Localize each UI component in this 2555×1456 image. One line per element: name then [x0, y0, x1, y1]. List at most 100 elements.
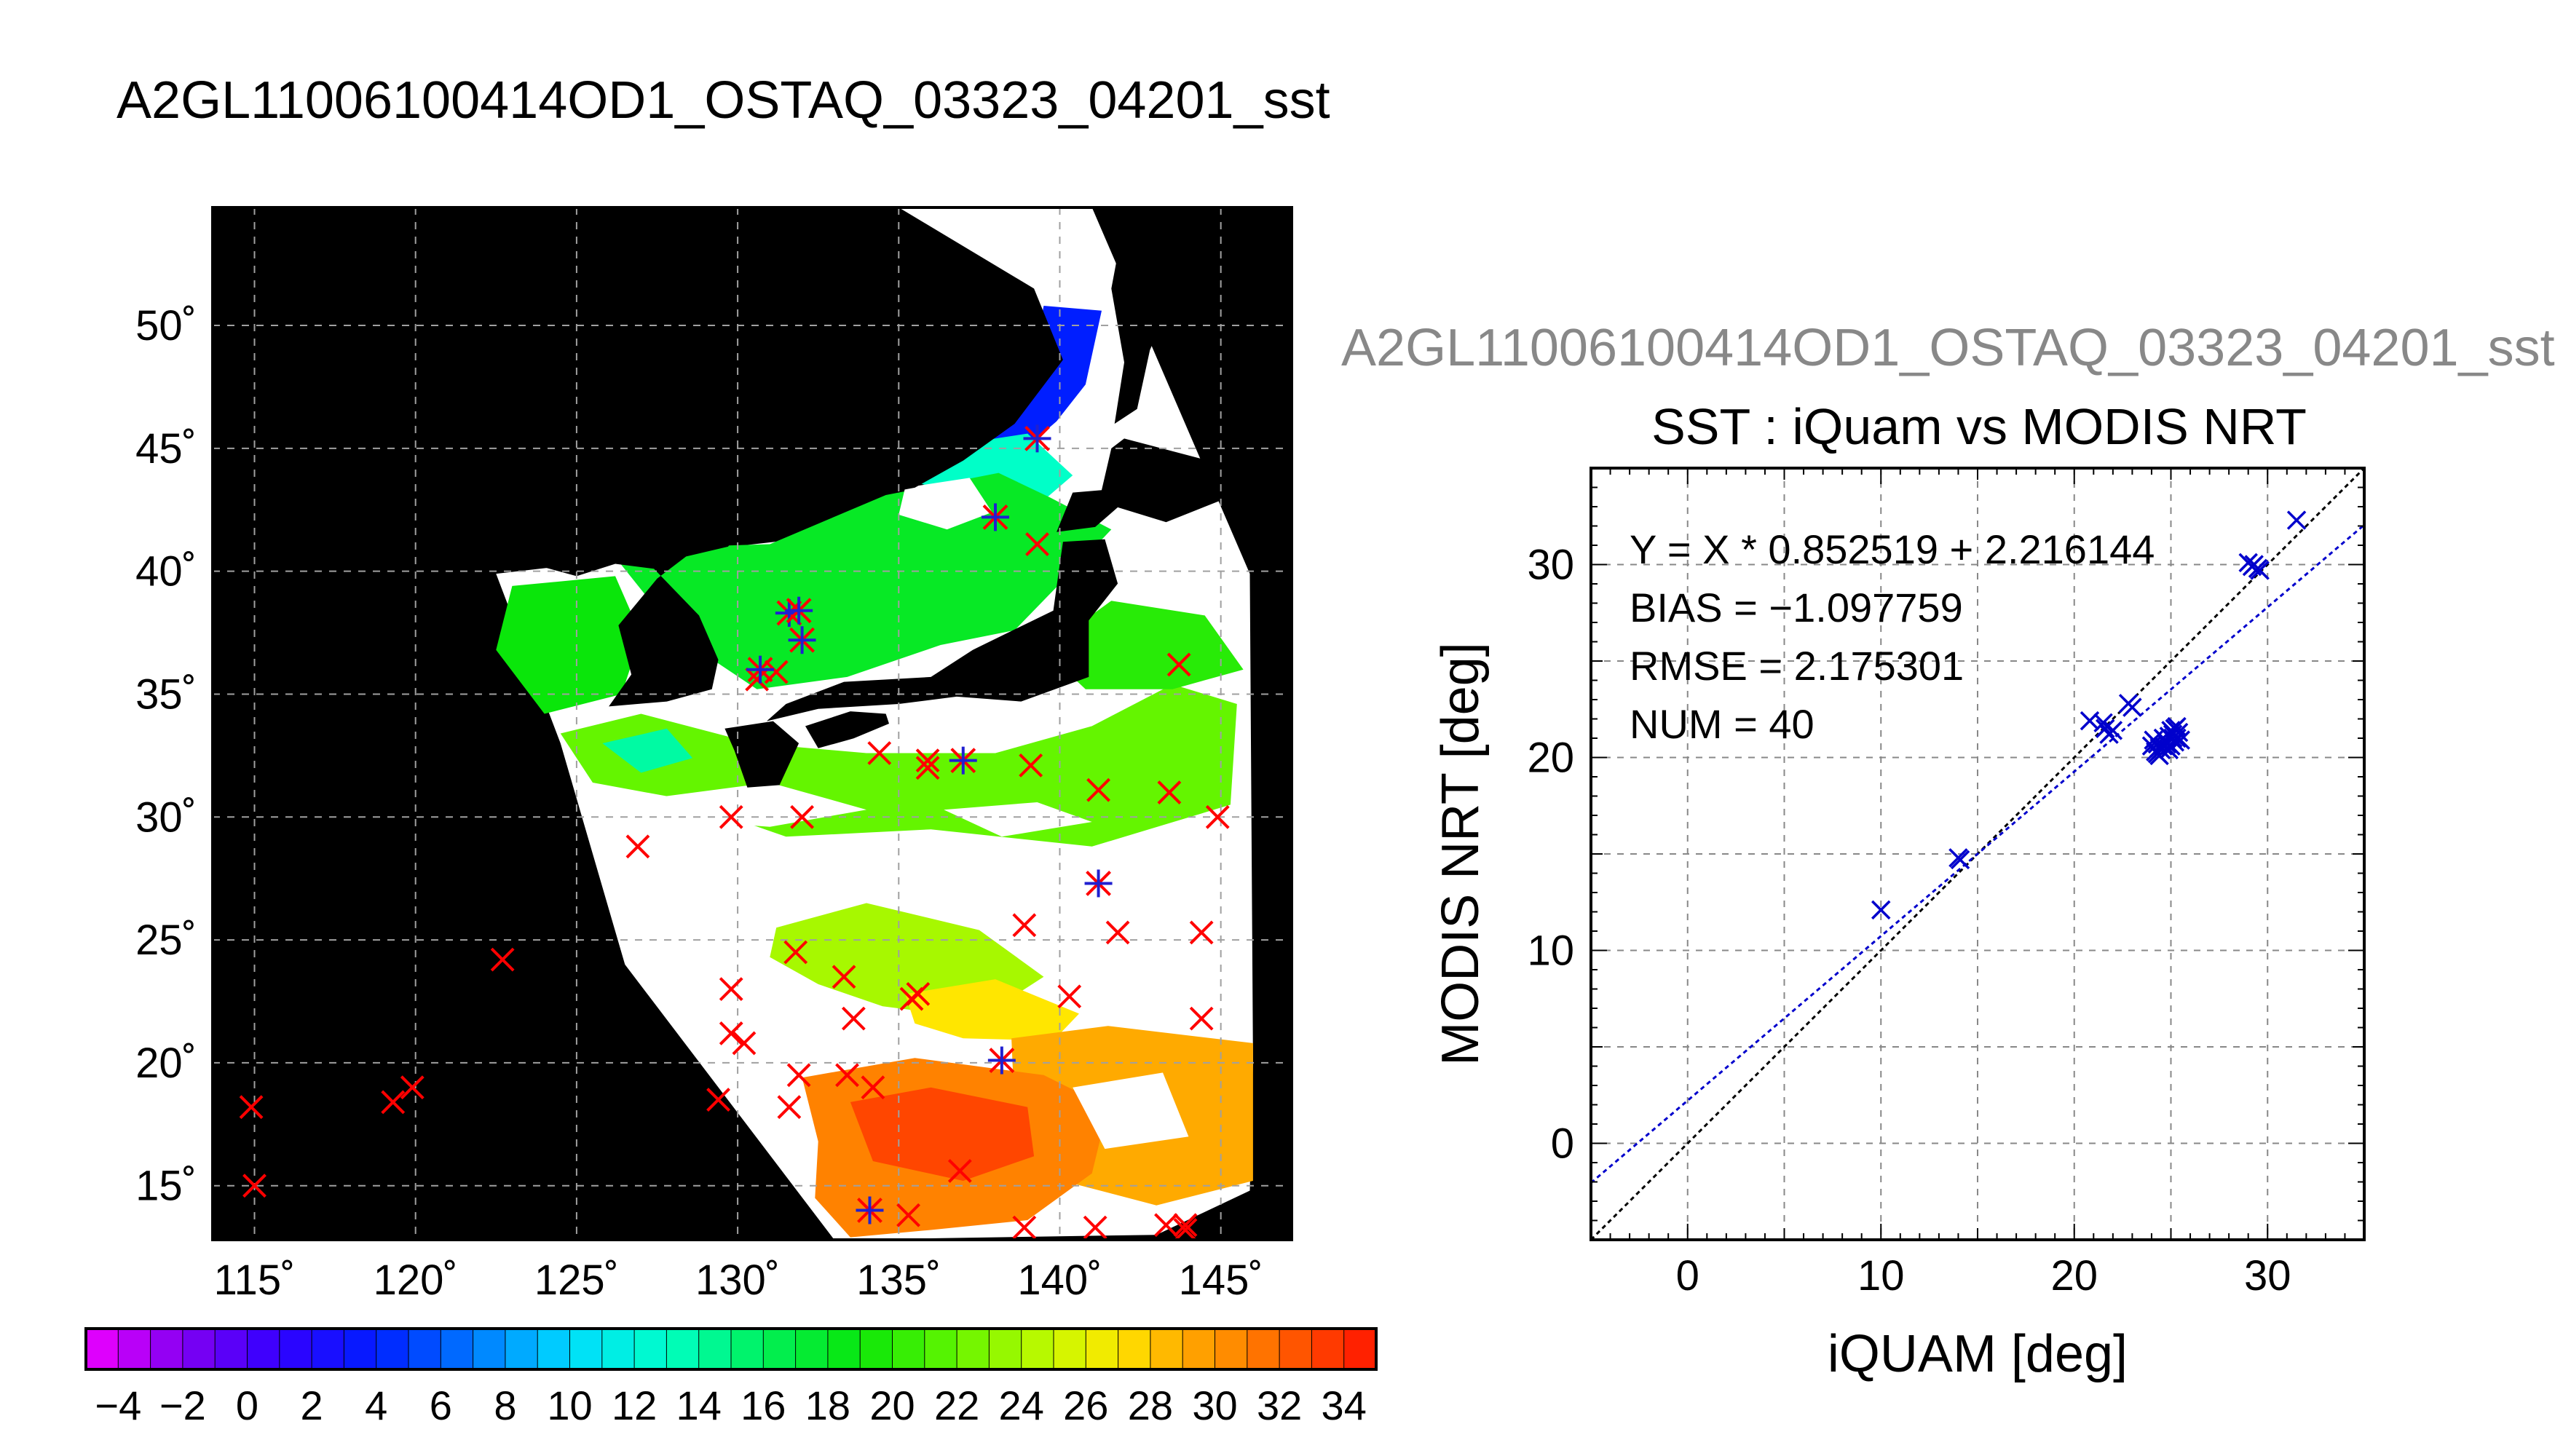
scatter-point — [2122, 697, 2142, 717]
colorbar-tick-label: 18 — [805, 1382, 850, 1428]
scatter-y-tick-label: 10 — [1527, 927, 1574, 975]
colorbar-tick-label: 24 — [999, 1382, 1044, 1428]
scatter-point — [2171, 730, 2191, 750]
scatter-stat-line: Y = X * 0.852519 + 2.216144 — [1630, 526, 2155, 572]
colorbar-cell — [505, 1328, 539, 1370]
colorbar-tick-label: 6 — [430, 1382, 452, 1428]
map-x-tick-label: 120˚ — [374, 1257, 458, 1304]
buoy-markers — [239, 424, 1230, 1240]
scatter-stats: Y = X * 0.852519 + 2.216144 BIAS = −1.097… — [1630, 526, 2155, 747]
buoy-marker-unmatched — [1205, 804, 1230, 829]
colorbar-cell — [1311, 1328, 1345, 1370]
colorbar-tick-labels: −4 −2 0 2 4 6 8 10 12 14 16 18 20 22 24 26 28 30 32 34 — [95, 1382, 1366, 1428]
scatter-point — [2167, 716, 2187, 737]
colorbar-cell — [117, 1328, 151, 1370]
map-y-tick-labels: 15˚ 20˚ 25˚ 30˚ 35˚ 40˚ 45˚ 50˚ — [135, 302, 197, 1210]
landmass-4 — [805, 711, 889, 748]
buoy-marker-unmatched — [777, 1095, 802, 1120]
buoy-marker-matched — [949, 746, 977, 775]
landmass-1 — [766, 539, 1118, 721]
buoy-marker-unmatched — [1086, 778, 1110, 802]
buoy-marker-unmatched — [867, 741, 892, 765]
buoy-marker-unmatched — [861, 1075, 885, 1100]
colorbar-cell — [859, 1328, 893, 1370]
colorbar-tick-label: −2 — [159, 1382, 206, 1428]
map-y-tick-label: 30˚ — [135, 794, 197, 841]
buoy-marker-unmatched — [242, 1174, 266, 1198]
colorbar-cell — [892, 1328, 925, 1370]
colorbar-cells — [85, 1328, 1378, 1370]
colorbar-cell — [1247, 1328, 1281, 1370]
colorbar-cell — [1215, 1328, 1248, 1370]
colorbar-cell — [730, 1328, 765, 1370]
colorbar-cell — [988, 1328, 1022, 1370]
scatter-grid — [1591, 468, 2364, 1240]
colorbar-cell — [924, 1328, 958, 1370]
colorbar-cell — [762, 1328, 797, 1370]
scatter-point — [2103, 721, 2123, 740]
colorbar-cell — [85, 1328, 119, 1370]
buoy-marker-unmatched — [400, 1075, 424, 1100]
map-title: A2GL11006100414OD1_OSTAQ_03323_04201_sst — [117, 71, 1330, 130]
colorbar-tick-label: 14 — [676, 1382, 722, 1428]
sst-patch-8 — [905, 979, 1079, 1041]
scatter-y-axis-label: MODIS NRT [deg] — [1431, 642, 1490, 1066]
scatter-y-tick-label: 0 — [1551, 1120, 1574, 1168]
buoy-marker-unmatched — [790, 804, 814, 829]
colorbar-cell — [569, 1328, 603, 1370]
scatter-x-tick-label: 20 — [2050, 1252, 2098, 1299]
buoy-marker-unmatched — [1173, 1213, 1198, 1238]
scatter-x-tick-label: 10 — [1857, 1252, 1905, 1299]
buoy-marker-unmatched — [783, 940, 808, 965]
buoy-marker-unmatched — [1189, 920, 1214, 945]
colorbar-cell — [473, 1328, 506, 1370]
land-mask — [213, 207, 1247, 1007]
scatter-point — [2144, 730, 2163, 750]
buoy-marker-unmatched — [1012, 1215, 1037, 1240]
colorbar-cell — [956, 1328, 990, 1370]
buoy-marker-unmatched — [1012, 913, 1037, 938]
colorbar-cell — [1182, 1328, 1216, 1370]
regression-line — [1591, 523, 2364, 1184]
colorbar-cell — [343, 1328, 377, 1370]
buoy-marker-unmatched — [915, 756, 940, 780]
colorbar-cell — [1279, 1328, 1313, 1370]
colorbar-cell — [537, 1328, 571, 1370]
landmass-0 — [213, 207, 1063, 1007]
colorbar-cell — [376, 1328, 410, 1370]
landmass-2 — [1057, 438, 1247, 532]
sst-patch-11 — [850, 1087, 1035, 1181]
landmass-5 — [1111, 219, 1166, 424]
colorbar-tick-label: 2 — [301, 1382, 323, 1428]
scatter-point — [2153, 736, 2173, 756]
buoy-marker-matched — [785, 596, 813, 625]
colorbar-tick-label: 26 — [1063, 1382, 1108, 1428]
colorbar-tick-label: 4 — [365, 1382, 387, 1428]
map-x-tick-label: 130˚ — [695, 1257, 780, 1304]
scatter-frame — [1590, 467, 2366, 1241]
scatter-point — [2095, 719, 2115, 738]
buoy-marker-unmatched — [719, 977, 743, 1002]
buoy-marker-unmatched — [1157, 780, 1182, 804]
scatter-stat-line: NUM = 40 — [1630, 701, 1814, 747]
scatter-points — [1871, 510, 2307, 920]
sst-scatter-panel: A2GL11006100414OD1_OSTAQ_03323_04201_sst… — [1341, 319, 2555, 1383]
map-x-tick-label: 140˚ — [1017, 1257, 1102, 1304]
colorbar-cell — [1021, 1328, 1055, 1370]
sst-colorbar: −4 −2 0 2 4 6 8 10 12 14 16 18 20 22 24 26 28 30 32 34 — [84, 1327, 1378, 1428]
buoy-marker-unmatched — [835, 1063, 859, 1088]
buoy-marker-unmatched — [719, 1021, 743, 1045]
colorbar-tick-label: 0 — [236, 1382, 258, 1428]
buoy-marker-unmatched — [1105, 920, 1130, 945]
buoy-marker-matched — [982, 503, 1010, 531]
buoy-marker-unmatched — [732, 1031, 757, 1056]
buoy-marker-unmatched — [381, 1090, 406, 1115]
cloud-patch-1 — [657, 783, 866, 827]
colorbar-cell — [150, 1328, 184, 1370]
buoy-marker-unmatched — [841, 1006, 866, 1031]
buoy-marker-unmatched — [1166, 652, 1191, 677]
buoy-marker-matched — [1084, 869, 1113, 898]
scatter-x-tick-label: 0 — [1676, 1252, 1699, 1299]
buoy-marker-unmatched — [1057, 984, 1082, 1009]
map-x-tick-label: 135˚ — [856, 1257, 941, 1304]
